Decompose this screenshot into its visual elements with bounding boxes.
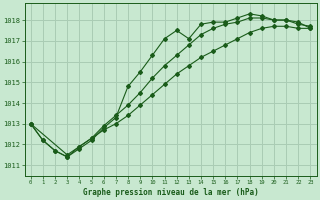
X-axis label: Graphe pression niveau de la mer (hPa): Graphe pression niveau de la mer (hPa) — [83, 188, 259, 197]
